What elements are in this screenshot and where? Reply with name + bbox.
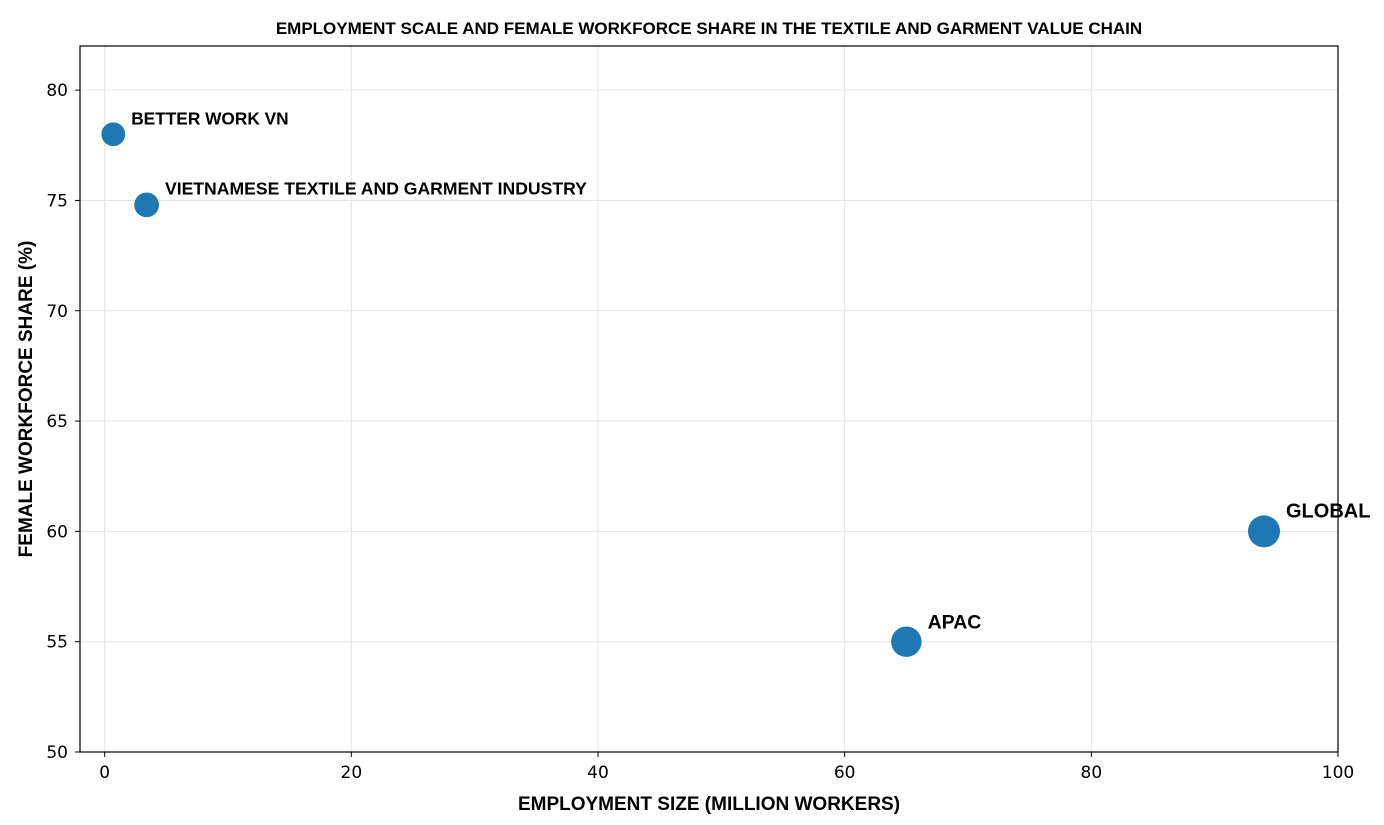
data-point [891, 626, 922, 657]
data-point-label: GLOBAL [1286, 500, 1370, 522]
grid [80, 46, 1339, 753]
x-tick-label: 80 [1081, 763, 1103, 783]
plot-area-frame [79, 45, 1339, 753]
point-labels: BETTER WORK VN VIETNAMESE TEXTILE AND GAR… [131, 108, 1370, 633]
axis-ticks: 0 20 40 60 80 100 50 55 60 65 70 75 80 [46, 81, 1354, 783]
x-tick-label: 0 [99, 763, 110, 783]
data-point-label: APAC [928, 611, 982, 633]
y-tick-label: 75 [46, 191, 68, 211]
y-tick-label: 65 [46, 412, 68, 432]
data-point [134, 192, 159, 218]
y-tick-label: 70 [46, 302, 68, 322]
data-point-label: BETTER WORK VN [131, 108, 288, 128]
y-tick-label: 50 [46, 743, 68, 763]
data-point [1248, 515, 1280, 548]
data-point-label: VIETNAMESE TEXTILE AND GARMENT INDUSTRY [165, 178, 587, 198]
y-tick-label: 80 [46, 81, 68, 101]
y-axis-label: FEMALE WORKFORCE SHARE (%) [16, 241, 37, 558]
y-tick-label: 55 [46, 633, 68, 653]
data-points [101, 122, 1280, 657]
x-axis-label: EMPLOYMENT SIZE (MILLION WORKERS) [518, 794, 900, 815]
y-tick-label: 60 [46, 522, 68, 542]
x-tick-label: 100 [1322, 763, 1354, 783]
x-tick-label: 20 [341, 763, 363, 783]
x-tick-label: 60 [834, 763, 856, 783]
data-point [101, 122, 126, 147]
chart-title: EMPLOYMENT SCALE AND FEMALE WORKFORCE SH… [276, 19, 1142, 38]
x-tick-label: 40 [587, 763, 609, 783]
